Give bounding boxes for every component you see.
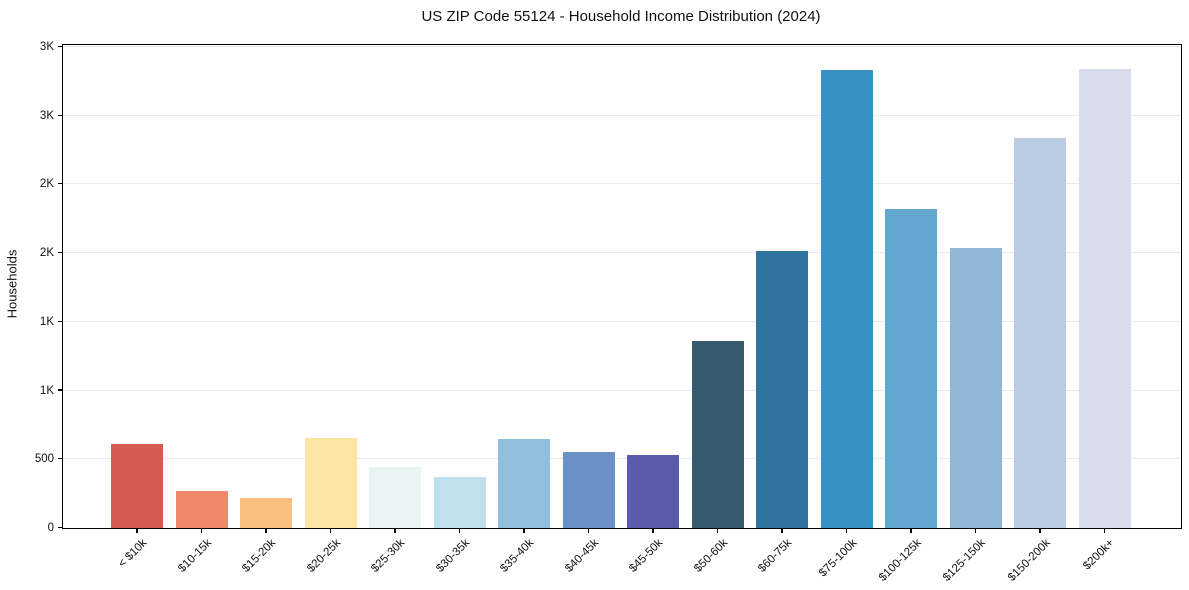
y-tick [58,45,63,48]
y-tick [58,183,63,185]
x-tick [200,528,203,533]
bar [1078,69,1131,528]
x-tick [1039,528,1041,533]
gridline [63,114,1181,116]
gridline [63,252,1181,254]
y-tick-label: 3K [39,41,54,54]
x-tick [1103,528,1106,533]
y-tick-label: 0 [47,522,54,534]
x-tick-label: $75-100k [816,537,859,580]
bar [820,70,873,528]
x-tick [910,528,912,533]
y-tick-label: 2K [39,178,54,191]
bar [304,437,357,528]
bar [1014,138,1066,528]
y-tick [58,389,63,391]
x-tick [136,528,138,533]
x-tick-label: $25-30k [369,537,408,575]
x-tick [845,528,848,533]
x-tick-label: < $10k [116,537,150,571]
y-tick [58,320,63,322]
x-tick-label: $50-60k [692,537,730,575]
bar [111,444,163,528]
y-tick [58,526,63,528]
x-tick-label: $20-25k [305,537,343,575]
y-tick [58,252,63,254]
y-tick-label: 3K [39,109,54,122]
y-tick-label: 1K [39,384,54,397]
y-tick-label: 1K [39,315,54,328]
x-tick [265,528,267,533]
gridline [63,389,1181,391]
x-tick-label: $45-50k [627,537,666,575]
bar [175,490,228,528]
x-tick [458,528,461,533]
x-tick [587,528,590,533]
x-tick-label: $150-200k [1005,537,1053,584]
bar [433,477,486,528]
x-tick-label: $40-45k [563,537,601,575]
x-tick-label: $30-35k [434,537,472,575]
y-tick-label: 2K [39,247,54,260]
bar [756,251,808,528]
x-tick [652,528,654,533]
x-tick-label: $100-125k [876,537,924,584]
bar [885,208,937,528]
x-tick [716,528,719,533]
x-tick [974,528,977,533]
x-tick [329,528,332,533]
bar [498,439,550,528]
x-tick-label: $35-40k [498,537,537,575]
gridline [63,320,1181,322]
x-tick-label: $10-15k [176,537,214,575]
x-tick [781,528,783,533]
y-tick [58,114,63,116]
y-tick [58,458,63,460]
gridline [63,46,1181,48]
x-tick-label: $200k+ [1081,537,1117,573]
bar [562,452,615,528]
x-tick-label: $125-150k [941,537,988,584]
gridline [63,458,1181,460]
x-tick-label: $15-20k [240,537,279,575]
bar [691,340,744,528]
bar [240,497,292,528]
x-tick [394,528,396,533]
bar [627,454,679,528]
chart-title: US ZIP Code 55124 - Household Income Dis… [421,8,821,25]
plot-area: 0 500 1K 1K 2K 2K 3K 3K < $10k $10-15k $15-20k $20-… [35,41,1182,584]
y-tick-label: 500 [34,453,54,466]
x-tick-label: $60-75k [756,537,795,575]
y-axis-label: Households [4,249,20,319]
x-tick [523,528,525,533]
bar [949,247,1002,528]
gridline [63,183,1181,185]
bar [369,466,421,528]
